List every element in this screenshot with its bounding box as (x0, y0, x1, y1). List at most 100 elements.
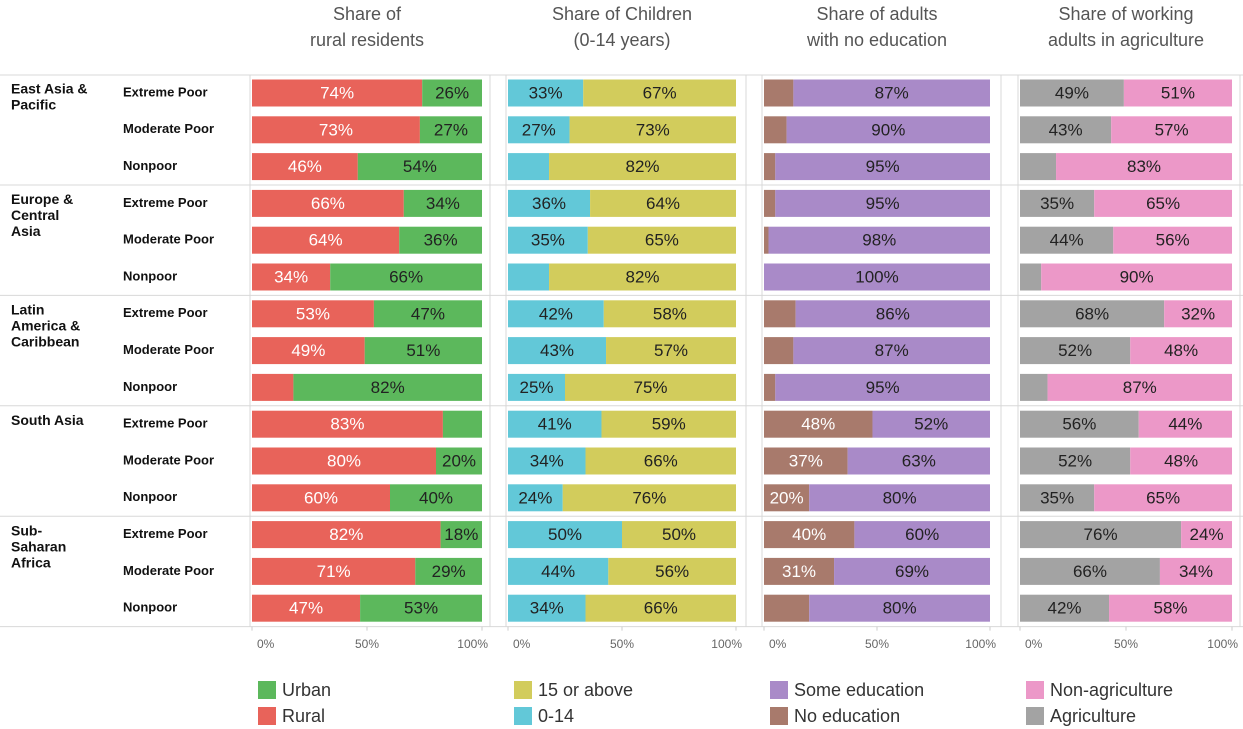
legend-label: Urban (282, 680, 331, 700)
value-label: 75% (633, 378, 667, 397)
bar-segment (809, 484, 990, 512)
value-label: 82% (626, 267, 660, 286)
bar-segment (442, 410, 482, 438)
row-label: Extreme Poor (123, 84, 208, 99)
bar-segment (1130, 337, 1232, 365)
region-label: Saharan (11, 538, 66, 554)
bar-segment (422, 79, 482, 107)
value-label: 37% (789, 451, 823, 470)
bar-segment (549, 153, 736, 181)
bar-segment (252, 373, 294, 401)
bar-segment (252, 521, 441, 549)
bar-segment (854, 521, 990, 549)
value-label: 53% (404, 599, 438, 618)
bar-segment (1130, 447, 1232, 475)
bar-segment (793, 337, 990, 365)
value-label: 86% (876, 304, 910, 323)
x-tick-label: 50% (865, 637, 889, 651)
panel-title: Share of (333, 4, 402, 24)
value-label: 42% (1048, 599, 1082, 618)
bar-segment (508, 447, 586, 475)
row-label: Extreme Poor (123, 305, 208, 320)
bar-segment (1020, 79, 1124, 107)
bar-segment (508, 557, 609, 585)
value-label: 71% (317, 562, 351, 581)
bar-segment (565, 373, 736, 401)
value-label: 57% (654, 341, 688, 360)
bar-segment (786, 116, 990, 144)
bar-segment (764, 153, 776, 181)
bar-segment (252, 153, 358, 181)
bar-segment (252, 226, 400, 254)
value-label: 64% (646, 194, 680, 213)
region-label: Sub- (11, 522, 42, 538)
bar-segment (585, 594, 736, 622)
bar-segment (809, 594, 990, 622)
bar-segment (622, 521, 736, 549)
value-label: 65% (1146, 488, 1180, 507)
bar-segment (764, 79, 794, 107)
value-label: 29% (432, 562, 466, 581)
panel-title: Share of Children (552, 4, 692, 24)
value-label: 83% (330, 415, 364, 434)
bar-segment (357, 153, 482, 181)
value-label: 87% (875, 341, 909, 360)
value-label: 68% (1075, 304, 1109, 323)
bar-segment (764, 594, 810, 622)
row-label: Extreme Poor (123, 195, 208, 210)
value-label: 100% (855, 267, 898, 286)
row-label: Extreme Poor (123, 526, 208, 541)
bar-segment (764, 300, 796, 328)
value-label: 53% (296, 304, 330, 323)
bar-segment (1056, 153, 1232, 181)
bar-segment (419, 116, 482, 144)
value-label: 26% (435, 83, 469, 102)
bar-segment (585, 447, 736, 475)
value-label: 64% (309, 231, 343, 250)
value-label: 56% (655, 562, 689, 581)
legend-swatch (1026, 707, 1044, 725)
bar-segment (508, 300, 604, 328)
bar-segment (508, 153, 550, 181)
value-label: 73% (636, 120, 670, 139)
bar-segment (252, 484, 390, 512)
value-label: 87% (1123, 378, 1157, 397)
bar-segment (1020, 447, 1131, 475)
value-label: 66% (389, 267, 423, 286)
value-label: 58% (1154, 599, 1188, 618)
legend-label: 15 or above (538, 680, 633, 700)
bar-segment (440, 521, 482, 549)
value-label: 80% (327, 451, 361, 470)
value-label: 52% (1058, 341, 1092, 360)
bar-segment (508, 226, 588, 254)
bar-segment (795, 300, 990, 328)
region-label: South Asia (11, 412, 84, 428)
value-label: 57% (1155, 120, 1189, 139)
value-label: 43% (1049, 120, 1083, 139)
bar-segment (508, 594, 586, 622)
bar-segment (252, 189, 404, 217)
region-label: Asia (11, 223, 41, 239)
x-tick-label: 100% (1207, 637, 1238, 651)
value-label: 47% (411, 304, 445, 323)
bar-segment (1020, 189, 1095, 217)
bar-segment (601, 410, 736, 438)
value-label: 66% (311, 194, 345, 213)
bar-segment (293, 373, 482, 401)
value-label: 82% (329, 525, 363, 544)
bar-segment (764, 337, 794, 365)
bar-segment (508, 337, 607, 365)
legend-swatch (514, 681, 532, 699)
value-label: 44% (1168, 415, 1202, 434)
bar-segment (590, 189, 736, 217)
x-tick-label: 0% (257, 637, 275, 651)
value-label: 46% (288, 157, 322, 176)
bar-segment (403, 189, 482, 217)
value-label: 66% (644, 451, 678, 470)
row-label: Moderate Poor (123, 452, 214, 467)
row-label: Moderate Poor (123, 232, 214, 247)
bar-segment (436, 447, 482, 475)
value-label: 50% (548, 525, 582, 544)
bar-segment (508, 189, 591, 217)
legend-label: Rural (282, 706, 325, 726)
